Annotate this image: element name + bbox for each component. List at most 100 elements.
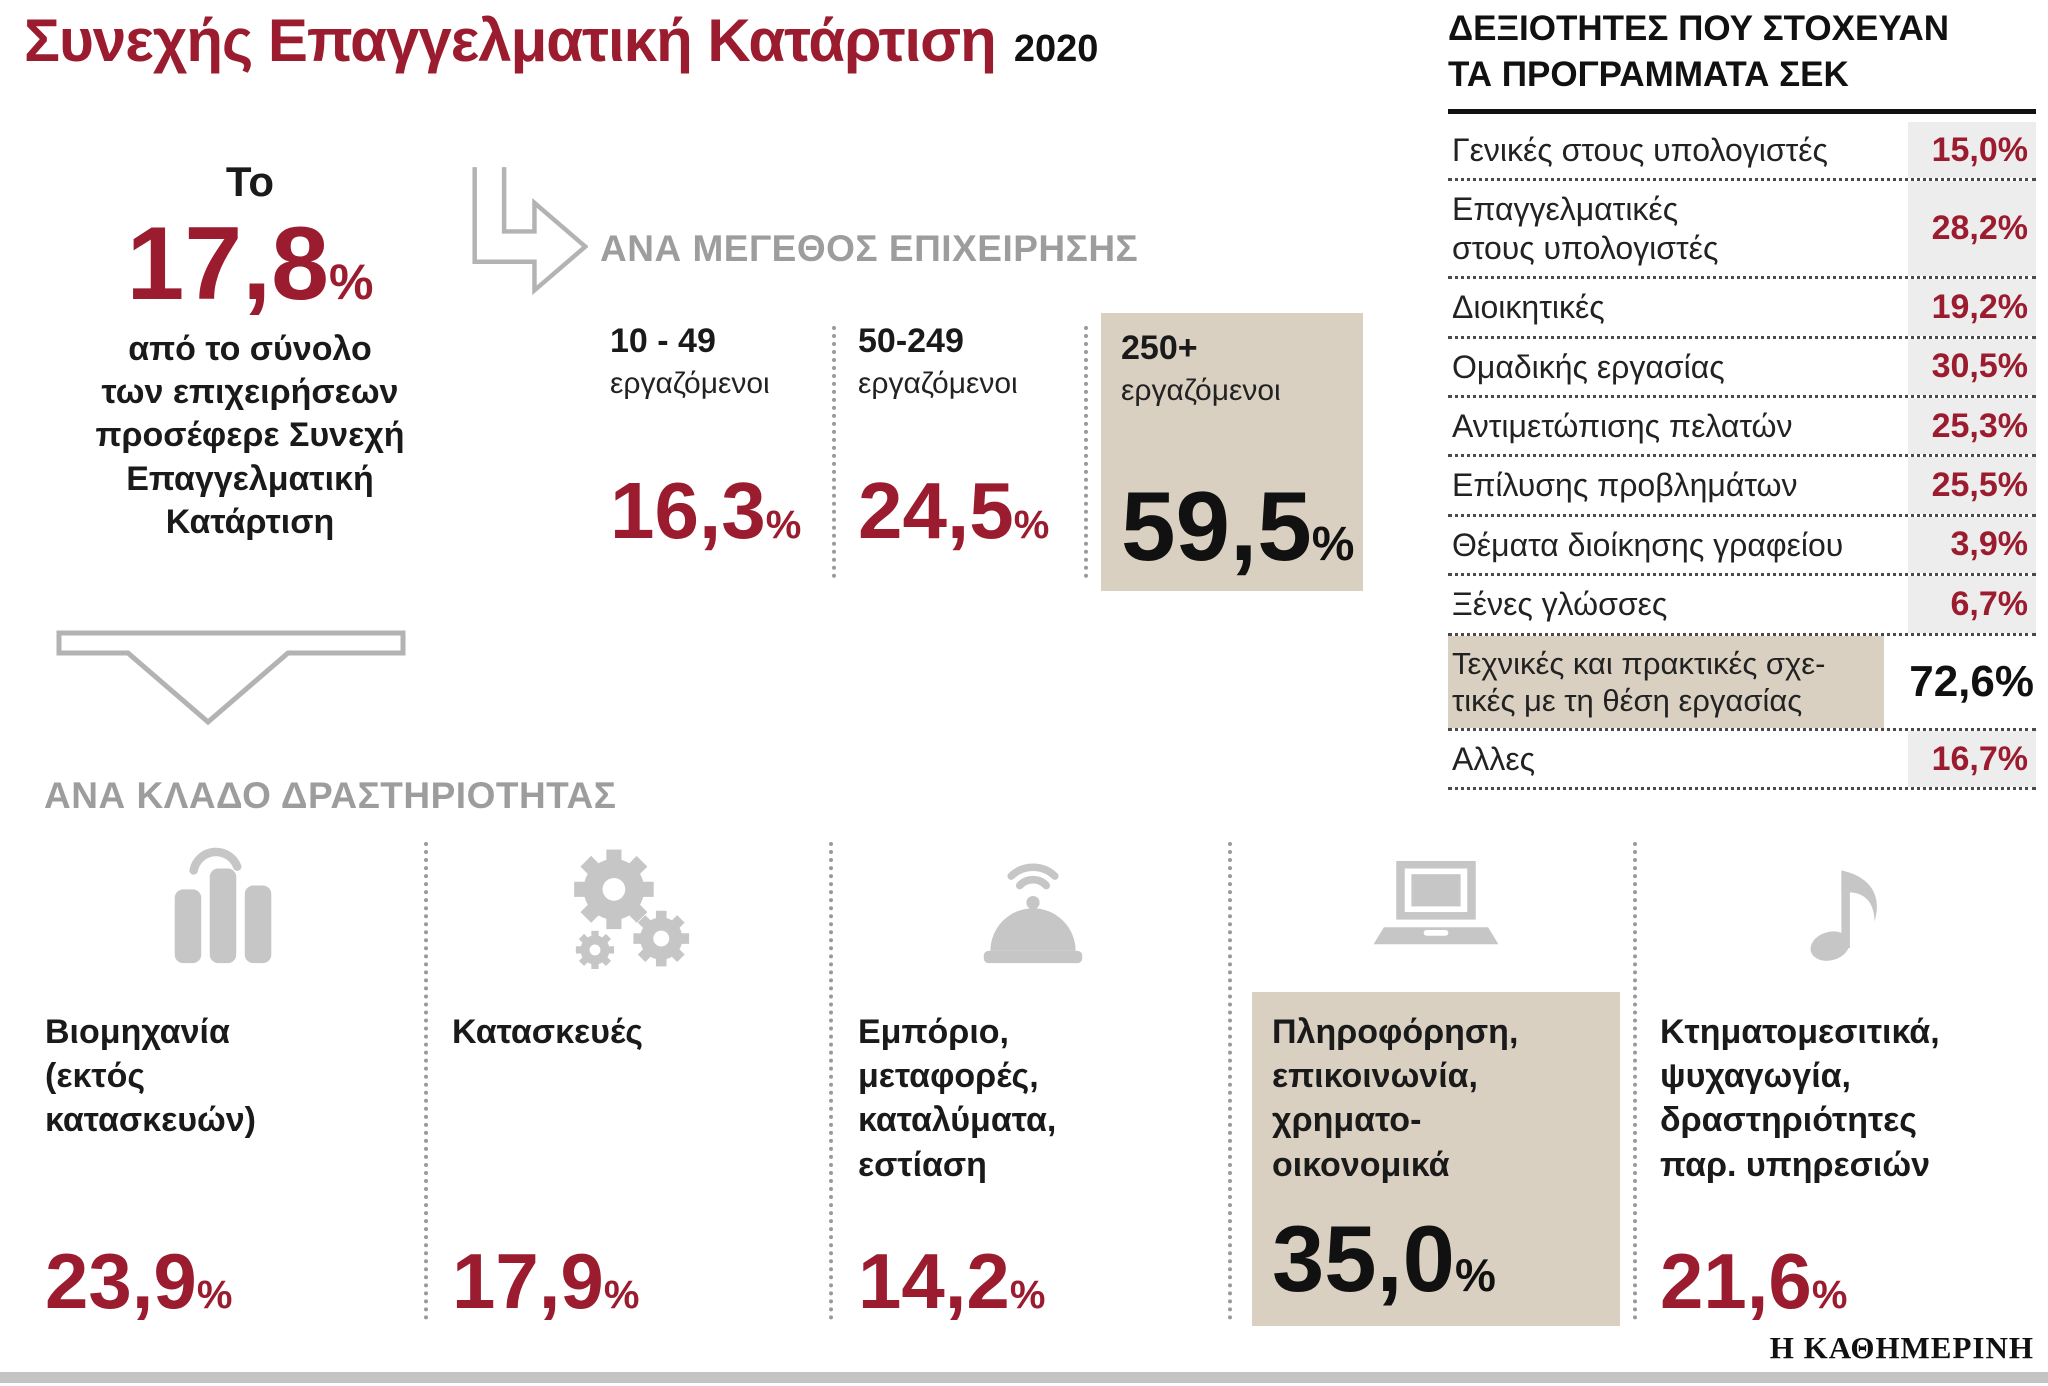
skill-row-highlighted: Τεχνικές και πρακτικές σχε- τικές με τη … <box>1448 635 2036 731</box>
size-range-label: 250+ <box>1121 329 1198 367</box>
percent-sign: % <box>196 1273 233 1317</box>
skill-label: Θέματα διοίκησης γραφείου <box>1452 526 1844 563</box>
skill-row: Θέματα διοίκησης γραφείου 3,9% <box>1448 516 2036 577</box>
skill-row: Αλλες 16,7% <box>1448 730 2036 791</box>
size-value: 59,5% <box>1121 477 1354 575</box>
skill-value: 6,7% <box>1908 576 2036 633</box>
skill-label: Επαγγελματικές στους υπολογιστές <box>1452 191 1719 266</box>
skill-label: Αντιμετώπισης πελατών <box>1452 407 1793 444</box>
title-year: 2020 <box>1013 28 1099 70</box>
skill-value: 3,9% <box>1908 516 2036 574</box>
size-sublabel: εργαζόμενοι <box>858 367 1018 400</box>
dotted-separator <box>829 842 833 1320</box>
sector-value: 14,2% <box>858 1242 1208 1320</box>
by-size-heading: ΑΝΑ ΜΕΓΕΘΟΣ ΕΠΙΧΕΙΡΗΣΗΣ <box>600 228 1139 269</box>
skill-row: Ομαδικής εργασίας 30,5% <box>1448 338 2036 398</box>
sector-value: 35,0% <box>1272 1212 1600 1306</box>
percent-sign: % <box>1009 1273 1046 1317</box>
percent-sign: % <box>1311 518 1355 571</box>
sector-label: Πληροφόρηση, επικοινωνία, χρηματο- οικον… <box>1272 1013 1519 1184</box>
sector-value: 23,9% <box>45 1242 401 1320</box>
size-sublabel: εργαζόμενοι <box>610 367 770 400</box>
sector-icon-box <box>1660 842 2036 992</box>
size-sublabel: εργαζόμενοι <box>1121 374 1281 407</box>
sector-value-number: 21,6 <box>1660 1237 1812 1325</box>
percent-sign: % <box>1454 1249 1496 1301</box>
skill-row: Επίλυσης προβλημάτων 25,5% <box>1448 457 2036 517</box>
skill-row: Διοικητικές 19,2% <box>1448 279 2036 339</box>
skill-row: Αντιμετώπισης πελατών 25,3% <box>1448 397 2036 458</box>
skill-value: 16,7% <box>1908 730 2036 788</box>
footer-brand: Η ΚΑΘΗΜΕΡΙΝΗ <box>1769 1330 2034 1365</box>
sector-icon-box <box>45 842 401 992</box>
percent-sign: % <box>765 503 802 547</box>
sector-label: Κατασκευές <box>452 1013 643 1051</box>
skill-label: Αλλες <box>1452 740 1536 777</box>
size-range-label: 10 - 49 <box>610 322 716 360</box>
sector-highlight-box: Πληροφόρηση, επικοινωνία, χρηματο- οικον… <box>1252 992 1620 1326</box>
total-description: από το σύνολο των επιχειρήσεων προσέφερε… <box>95 330 405 541</box>
dotted-separator <box>1228 842 1232 1320</box>
size-group-10-49: 10 - 49 εργαζόμενοι 16,3% <box>610 322 816 551</box>
sector-value-number: 14,2 <box>858 1237 1010 1325</box>
skill-label: Διοικητικές <box>1452 289 1605 326</box>
skill-label: Τεχνικές και πρακτικές σχε- τικές με τη … <box>1448 635 1884 728</box>
size-group-50-249: 50-249 εργαζόμενοι 24,5% <box>858 322 1064 551</box>
laptop-icon <box>1373 860 1499 945</box>
dotted-separator <box>1084 326 1088 578</box>
sector-industry: Βιομηχανία (εκτός κατασκευών) 23,9% <box>45 842 401 1326</box>
sector-label: Βιομηχανία (εκτός κατασκευών) <box>45 1013 256 1140</box>
percent-sign: % <box>1013 503 1050 547</box>
sector-trade-transport: Εμπόριο, μεταφορές, καταλύματα, εστίαση … <box>858 842 1208 1326</box>
skill-label: Επίλυσης προβλημάτων <box>1452 467 1798 504</box>
skill-value: 25,5% <box>1908 457 2036 514</box>
heading-underline <box>1448 109 2036 114</box>
footer-bar <box>0 1372 2048 1383</box>
page-title: Συνεχής Επαγγελματική Κατάρτιση 2020 <box>24 6 1098 75</box>
skill-value: 30,5% <box>1908 338 2036 395</box>
service-bell-icon <box>983 863 1083 964</box>
skill-value: 19,2% <box>1908 279 2036 336</box>
percent-sign: % <box>1811 1273 1848 1317</box>
skills-panel: ΔΕΞΙΟΤΗΤΕΣ ΠΟΥ ΣΤΟΧΕΥΑΝ ΤΑ ΠΡΟΓΡΑΜΜΑΤΑ Σ… <box>1448 6 2036 791</box>
total-value: 17,8% <box>50 212 450 316</box>
size-value-number: 16,3 <box>610 466 766 555</box>
skill-value: 28,2% <box>1908 181 2036 277</box>
skill-row: Γενικές στους υπολογιστές 15,0% <box>1448 122 2036 182</box>
flow-arrow-right-icon <box>472 167 588 296</box>
sector-value-number: 17,9 <box>452 1237 604 1325</box>
size-value-number: 24,5 <box>858 466 1014 555</box>
skill-value: 72,6% <box>1909 656 2034 706</box>
skill-value: 15,0% <box>1908 122 2036 179</box>
sector-icon-box <box>1252 842 1620 992</box>
industry-icon <box>174 847 272 964</box>
percent-sign: % <box>328 254 374 310</box>
total-number: 17,8 <box>126 206 329 322</box>
dotted-separator <box>832 326 836 578</box>
skill-row: Επαγγελματικές στους υπολογιστές 28,2% <box>1448 181 2036 280</box>
size-value-number: 59,5 <box>1121 471 1312 581</box>
sector-label: Εμπόριο, μεταφορές, καταλύματα, εστίαση <box>858 1013 1057 1184</box>
title-text: Συνεχής Επαγγελματική Κατάρτιση <box>24 7 997 74</box>
percent-sign: % <box>603 1273 640 1317</box>
music-note-icon <box>1810 870 1877 961</box>
skill-label: Γενικές στους υπολογιστές <box>1452 132 1828 168</box>
skill-row: Ξένες γλώσσες 6,7% <box>1448 576 2036 636</box>
total-block: Το 17,8% από το σύνολο των επιχειρήσεων … <box>50 158 450 544</box>
size-group-250-plus: 250+ εργαζόμενοι 59,5% <box>1101 313 1363 591</box>
sector-value-number: 35,0 <box>1272 1206 1455 1311</box>
sector-realestate-entertainment: Κτηματομεσιτικά, ψυχαγωγία, δραστηριότητ… <box>1660 842 2036 1326</box>
skill-label: Ομαδικής εργασίας <box>1452 348 1725 385</box>
skill-value: 25,3% <box>1908 397 2036 455</box>
dotted-separator <box>424 842 428 1320</box>
by-sector-heading: ΑΝΑ ΚΛΑΔΟ ΔΡΑΣΤΗΡΙΟΤΗΤΑΣ <box>44 775 617 816</box>
flow-arrow-down-icon <box>56 630 406 726</box>
sector-icon-box <box>858 842 1208 992</box>
sector-label: Κτηματομεσιτικά, ψυχαγωγία, δραστηριότητ… <box>1660 1013 1940 1184</box>
size-range-label: 50-249 <box>858 322 964 360</box>
sector-value: 17,9% <box>452 1242 808 1320</box>
total-prefix: Το <box>225 158 275 205</box>
skills-heading: ΔΕΞΙΟΤΗΤΕΣ ΠΟΥ ΣΤΟΧΕΥΑΝ ΤΑ ΠΡΟΓΡΑΜΜΑΤΑ Σ… <box>1448 9 1950 94</box>
skill-label: Ξένες γλώσσες <box>1452 586 1668 623</box>
